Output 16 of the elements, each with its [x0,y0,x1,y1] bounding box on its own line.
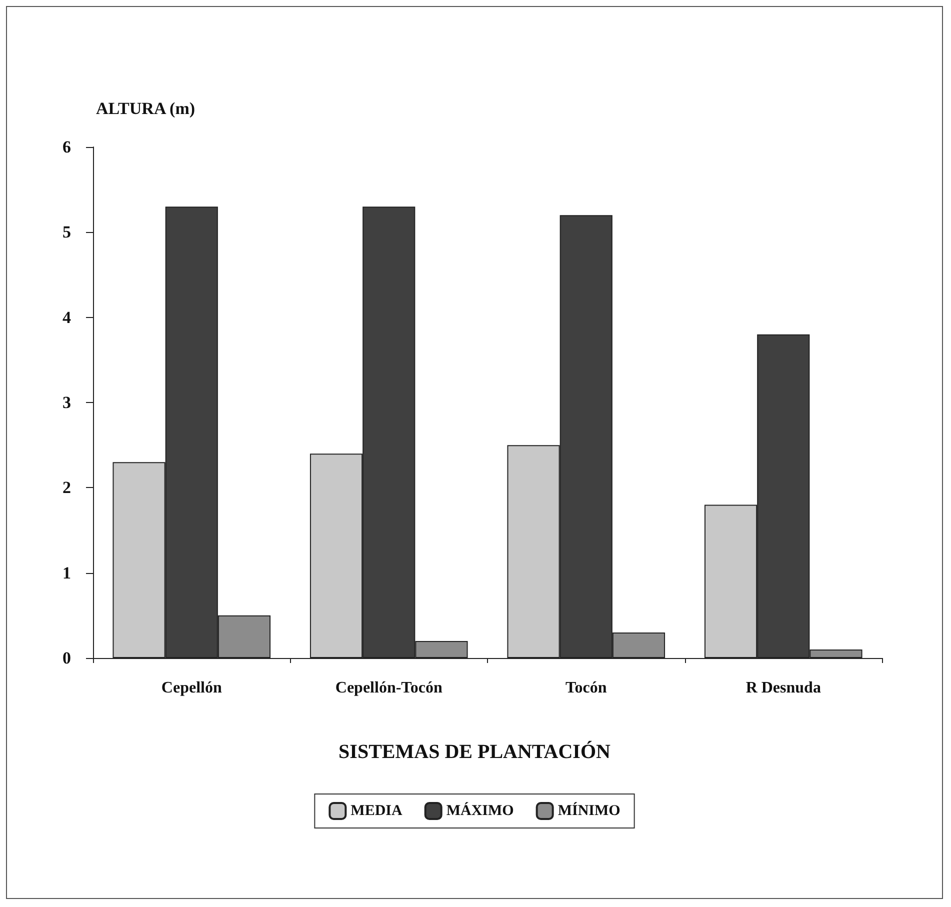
legend-label: MEDIA [350,803,403,819]
x-tick-label: Cepellón-Tocón [335,680,442,696]
y-axis-title: ALTURA (m) [96,99,196,118]
y-tick-label: 1 [62,563,71,582]
x-axis-title: SISTEMAS DE PLANTACIÓN [338,740,612,763]
y-tick-label: 3 [62,393,71,412]
legend-label: MÁXIMO [446,802,514,819]
x-tick-label: R Desnuda [746,680,821,696]
x-tick-label: Tocón [566,680,607,696]
y-tick-label: 6 [62,138,71,156]
legend-label: MÍNIMO [558,802,620,819]
y-tick-label: 5 [62,222,71,242]
y-tick-label: 2 [62,478,71,498]
x-tick-label: Cepellón [161,680,222,696]
y-tick-label: 4 [62,308,72,327]
y-tick-label: 0 [62,648,71,668]
